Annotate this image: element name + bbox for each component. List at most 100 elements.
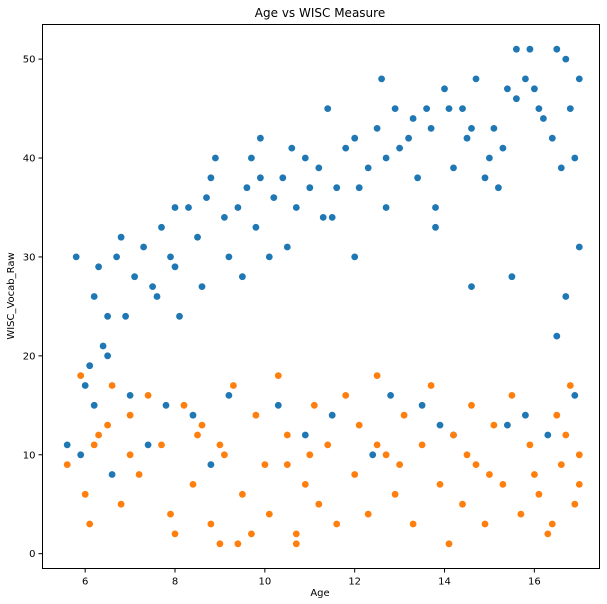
data-point-0-38 [324, 105, 332, 112]
data-point-0-73 [531, 85, 538, 93]
data-point-0-39 [328, 214, 336, 221]
data-point-0-48 [391, 105, 399, 112]
data-point-0-69 [513, 95, 520, 103]
data-point-0-44 [364, 164, 372, 172]
data-point-0-51 [409, 115, 417, 122]
data-point-0-101 [126, 392, 134, 399]
data-point-1-65 [575, 451, 583, 459]
data-point-0-70 [513, 45, 520, 53]
data-point-1-61 [553, 411, 561, 419]
data-point-0-33 [288, 144, 296, 152]
data-point-0-53 [423, 105, 430, 112]
data-point-0-74 [535, 105, 543, 112]
data-point-0-95 [153, 293, 161, 300]
data-point-0-108 [418, 401, 426, 409]
data-point-0-106 [328, 411, 336, 419]
data-point-1-9 [144, 392, 152, 399]
data-point-1-24 [261, 461, 269, 468]
y-tick-label: 10 [23, 450, 36, 461]
data-point-1-45 [427, 382, 435, 389]
data-point-1-67 [562, 431, 570, 439]
data-point-0-98 [81, 382, 89, 389]
data-point-1-55 [508, 392, 516, 399]
data-point-0-105 [274, 401, 282, 409]
data-point-0-79 [562, 55, 570, 63]
data-point-1-48 [450, 431, 457, 439]
y-tick-label: 20 [23, 351, 36, 362]
data-point-0-60 [463, 134, 471, 142]
data-point-1-74 [194, 431, 201, 439]
data-point-0-23 [225, 253, 233, 261]
data-point-1-54 [499, 481, 507, 488]
data-point-0-102 [162, 401, 170, 409]
data-point-0-94 [198, 283, 206, 290]
x-tick-label: 6 [82, 577, 88, 588]
data-point-0-68 [504, 85, 511, 93]
data-point-0-10 [140, 243, 148, 251]
data-point-0-13 [167, 253, 174, 261]
x-tick-label: 14 [438, 577, 451, 588]
data-point-0-82 [575, 75, 583, 83]
data-point-0-28 [257, 134, 264, 142]
data-point-0-52 [414, 174, 421, 182]
data-point-1-8 [135, 471, 143, 478]
data-point-0-16 [176, 312, 183, 320]
data-point-1-39 [373, 372, 381, 379]
data-point-0-26 [248, 154, 255, 162]
y-tick-label: 40 [23, 154, 36, 165]
x-axis: 6 8 10 12 14 16 [82, 568, 541, 588]
data-point-1-2 [81, 490, 89, 498]
data-point-1-5 [108, 382, 116, 389]
data-point-0-116 [301, 431, 309, 439]
x-tick-label: 16 [528, 577, 541, 588]
chart-title: Age vs WISC Measure [255, 6, 385, 20]
data-point-1-37 [355, 421, 363, 429]
data-point-0-88 [432, 223, 439, 231]
data-point-0-9 [131, 273, 139, 281]
data-point-0-64 [486, 154, 493, 162]
data-point-0-110 [504, 421, 511, 429]
data-point-1-40 [382, 451, 390, 459]
data-point-0-57 [445, 105, 453, 112]
data-point-0-93 [239, 273, 246, 281]
data-point-0-112 [571, 392, 579, 399]
data-point-1-17 [216, 540, 224, 548]
data-point-1-64 [571, 500, 579, 508]
data-point-0-35 [301, 154, 309, 162]
data-point-0-62 [472, 75, 480, 83]
data-point-0-12 [158, 223, 165, 231]
data-point-0-77 [553, 45, 561, 53]
data-point-1-79 [90, 441, 98, 449]
data-point-0-41 [342, 144, 350, 152]
data-point-0-89 [382, 204, 390, 211]
data-point-1-59 [544, 530, 552, 538]
y-tick-label: 50 [23, 55, 36, 66]
data-point-0-84 [562, 293, 570, 300]
data-point-0-1 [77, 451, 85, 459]
data-point-0-42 [351, 134, 359, 142]
data-point-0-115 [207, 461, 215, 468]
data-point-0-63 [481, 174, 489, 182]
data-point-1-75 [283, 461, 291, 468]
data-point-0-56 [441, 85, 448, 93]
data-point-0-17 [185, 204, 192, 211]
data-point-0-113 [108, 471, 116, 478]
data-point-0-29 [257, 174, 264, 182]
data-point-0-92 [283, 243, 291, 251]
data-point-0-80 [566, 105, 574, 112]
data-point-0-3 [90, 293, 98, 300]
data-point-0-15 [171, 204, 179, 211]
data-point-0-100 [90, 401, 98, 409]
data-point-1-13 [180, 401, 188, 409]
data-point-1-38 [364, 510, 372, 518]
data-point-1-77 [463, 451, 471, 459]
data-point-0-59 [459, 105, 466, 112]
data-point-0-40 [333, 184, 341, 192]
data-point-0-76 [548, 134, 556, 142]
data-point-0-67 [499, 144, 507, 152]
data-point-0-32 [279, 174, 287, 182]
data-point-1-12 [171, 530, 179, 538]
data-point-1-52 [481, 520, 489, 528]
data-point-0-66 [495, 184, 502, 192]
